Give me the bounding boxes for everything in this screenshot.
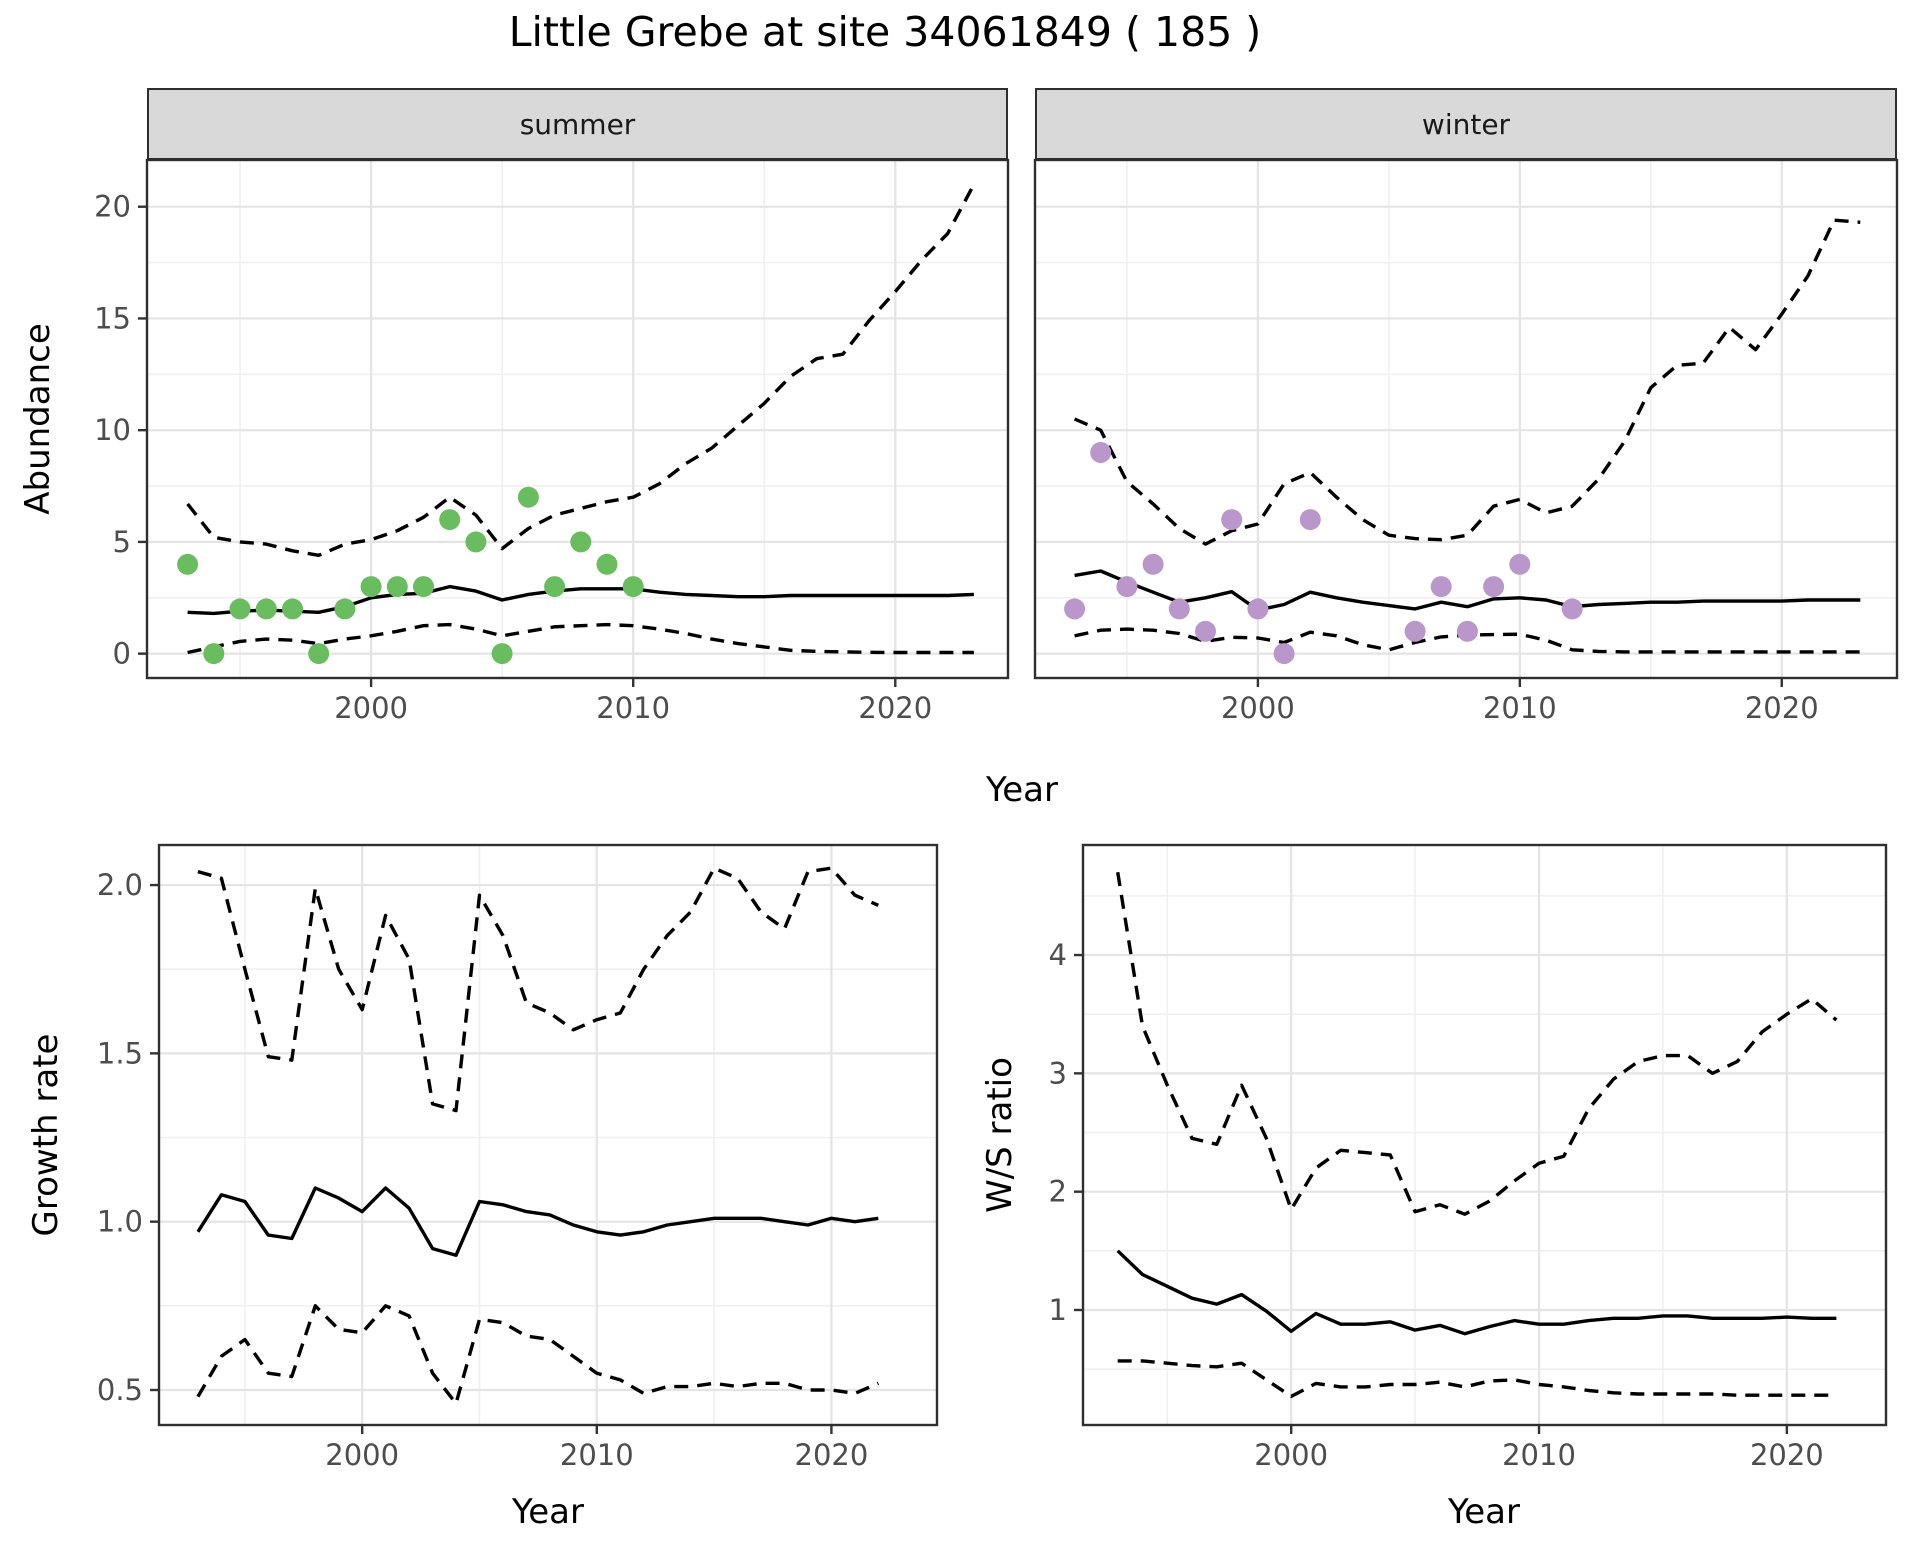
panel-border <box>145 158 1010 680</box>
panel-abundance-summer: 2000 2010 2020 0 5 10 15 20 <box>94 158 1010 725</box>
y-tick-label: 2.0 <box>97 868 143 902</box>
x-tick-label: 2020 <box>858 691 932 725</box>
data-point <box>282 598 303 620</box>
panel-border <box>1033 158 1899 680</box>
data-point <box>544 576 566 598</box>
data-point <box>1456 620 1478 642</box>
data-point <box>491 643 513 665</box>
series-line-lower <box>1117 1359 1837 1399</box>
data-point <box>1509 553 1531 575</box>
y-tick-label: 20 <box>94 190 131 224</box>
facet-strip-summer: summer <box>147 88 1008 160</box>
data-point <box>1561 598 1583 620</box>
series-line-upper <box>186 183 976 557</box>
data-point <box>203 643 225 665</box>
data-point <box>517 486 539 508</box>
data-point <box>255 598 277 620</box>
x-tick-label: 2020 <box>1745 691 1819 725</box>
data-point <box>1195 620 1216 642</box>
series-line-lower <box>187 622 974 655</box>
data-point <box>308 643 330 665</box>
plot-title: Little Grebe at site 34061849 ( 185 ) <box>508 8 1262 56</box>
data-point <box>1221 509 1243 531</box>
data-layer <box>1064 218 1861 665</box>
y-tick-label: 1.5 <box>97 1036 143 1070</box>
panel-abundance-winter: 2000 2010 2020 <box>1033 158 1899 725</box>
x-tick-label: 2020 <box>795 1438 869 1472</box>
data-point <box>1404 620 1426 642</box>
facet-strip-winter: winter <box>1035 88 1897 160</box>
panel-border <box>157 843 939 1427</box>
x-axis-title-year-growth: Year <box>512 1492 584 1532</box>
panel-border <box>1081 843 1888 1427</box>
x-tick-label: 2000 <box>325 1438 399 1472</box>
facet-strip-summer-label: summer <box>519 107 636 141</box>
data-point <box>596 553 618 575</box>
series-line-mean <box>1116 1249 1837 1336</box>
data-point <box>1430 576 1452 598</box>
data-layer <box>1116 871 1838 1399</box>
y-tick-label: 0 <box>113 637 131 671</box>
data-point <box>360 576 382 598</box>
series-line-lower <box>196 1304 879 1406</box>
series-line-mean <box>1074 569 1861 612</box>
data-point <box>622 576 644 598</box>
series-line-mean <box>196 1186 879 1258</box>
x-tick-label: 2000 <box>1254 1438 1328 1472</box>
x-tick-label: 2000 <box>334 691 408 725</box>
data-point <box>1273 643 1295 665</box>
panel-growth-rate: 2000 2010 2020 0.5 1.0 1.5 2.0 <box>97 843 939 1472</box>
data-point <box>1090 442 1112 463</box>
data-point <box>439 509 461 531</box>
data-point <box>1483 576 1505 598</box>
data-layer <box>177 183 976 665</box>
data-point <box>413 576 434 598</box>
x-tick-label: 2000 <box>1221 691 1295 725</box>
panel-background <box>1083 845 1886 1425</box>
panel-background <box>1035 160 1897 678</box>
series-line-mean <box>187 584 974 616</box>
data-point <box>1064 598 1086 620</box>
y-tick-label: 3 <box>1049 1056 1067 1090</box>
y-tick-label: 1.0 <box>97 1205 143 1239</box>
y-tick-label: 2 <box>1049 1175 1067 1209</box>
series-line-upper <box>1073 218 1861 546</box>
y-tick-label: 10 <box>94 413 131 447</box>
data-point <box>1299 509 1321 531</box>
data-point <box>1168 598 1190 620</box>
y-tick-label: 15 <box>94 301 131 335</box>
data-point <box>229 598 251 620</box>
data-point <box>1116 576 1138 598</box>
facet-strip-winter-label: winter <box>1421 107 1511 141</box>
panel-background <box>147 160 1008 678</box>
data-point <box>465 531 487 553</box>
panel-background <box>159 845 937 1425</box>
x-tick-label: 2010 <box>596 691 670 725</box>
panel-ws-ratio: 2000 2010 2020 1 2 3 4 <box>1049 843 1888 1472</box>
data-point <box>177 553 199 575</box>
y-tick-label: 4 <box>1049 938 1067 972</box>
y-tick-label: 5 <box>113 525 131 559</box>
x-tick-label: 2010 <box>1483 691 1557 725</box>
data-point <box>1247 598 1269 620</box>
x-axis-title-year-ws: Year <box>1448 1492 1520 1532</box>
x-tick-label: 2020 <box>1750 1438 1824 1472</box>
x-tick-label: 2010 <box>1502 1438 1576 1472</box>
series-line-upper <box>197 866 879 1113</box>
x-tick-label: 2010 <box>560 1438 634 1472</box>
data-layer <box>196 866 879 1406</box>
y-tick-label: 1 <box>1049 1293 1067 1327</box>
data-point <box>386 576 408 598</box>
y-tick-label: 0.5 <box>97 1373 143 1407</box>
data-point <box>570 531 592 553</box>
data-point <box>1142 553 1164 575</box>
series-line-upper <box>1116 871 1838 1216</box>
data-point <box>334 598 356 620</box>
x-axis-title-year-top: Year <box>986 770 1058 810</box>
